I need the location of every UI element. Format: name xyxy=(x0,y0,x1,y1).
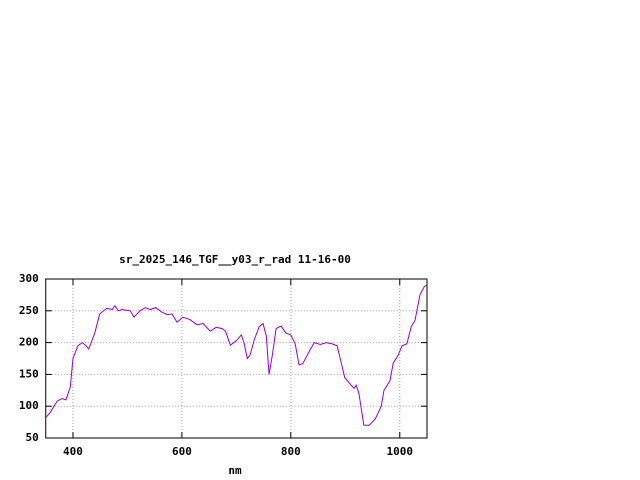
x-tick-label: 1000 xyxy=(387,445,414,458)
y-tick-label: 250 xyxy=(19,304,39,317)
x-axis-label: nm xyxy=(228,464,242,477)
y-tick-label: 300 xyxy=(19,272,39,285)
y-tick-label: 200 xyxy=(19,336,39,349)
y-tick-label: 50 xyxy=(26,431,39,444)
x-tick-label: 800 xyxy=(281,445,301,458)
y-tick-label: 150 xyxy=(19,367,39,380)
x-tick-label: 600 xyxy=(172,445,192,458)
y-tick-label: 100 xyxy=(19,399,39,412)
data-line xyxy=(45,284,427,426)
plot-border xyxy=(45,278,428,439)
chart-title: sr_2025_146_TGF__y03_r_rad 11-16-00 xyxy=(119,253,351,266)
x-tick-label: 400 xyxy=(63,445,83,458)
